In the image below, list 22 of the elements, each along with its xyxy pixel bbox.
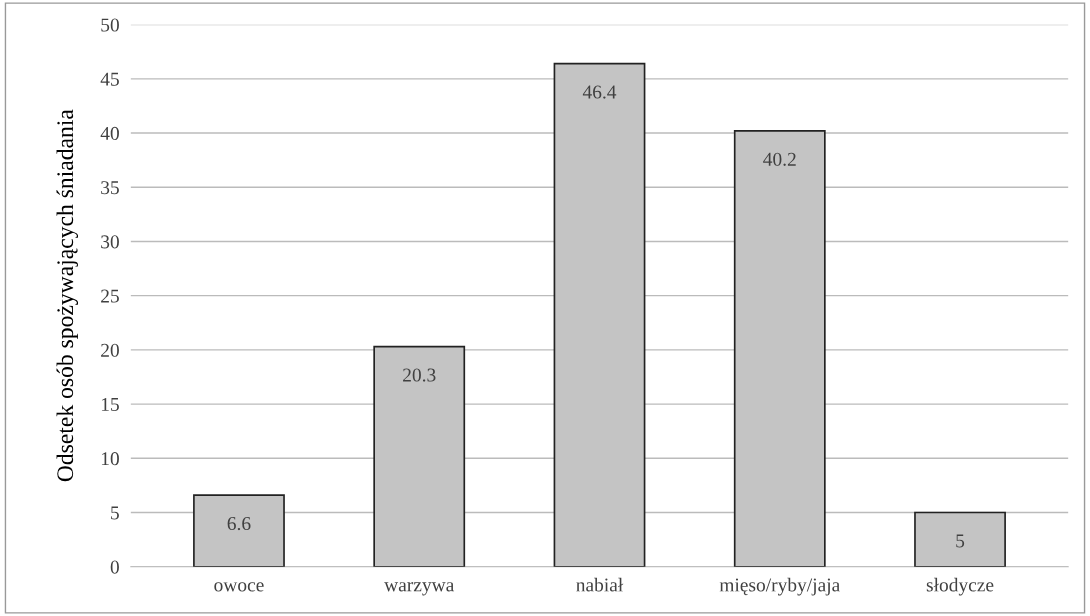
x-tick-label: nabiał bbox=[576, 577, 624, 592]
x-tick-label: słodycze bbox=[926, 577, 994, 596]
data-label: 20.3 bbox=[403, 368, 436, 382]
data-label: 40.2 bbox=[763, 152, 796, 166]
y-tick-label: 25 bbox=[101, 289, 119, 303]
y-tick-label: 45 bbox=[100, 72, 119, 86]
x-tick-label: warzywa bbox=[384, 582, 455, 596]
y-tick-label: 50 bbox=[101, 18, 119, 32]
x-tick-label: mięso/ryby/jaja bbox=[719, 577, 840, 596]
data-label: 5 bbox=[956, 534, 965, 548]
data-label: 46.4 bbox=[582, 85, 617, 99]
data-label: 6.6 bbox=[227, 517, 251, 531]
y-tick-label: 20 bbox=[101, 343, 119, 357]
y-tick-label: 0 bbox=[110, 560, 119, 574]
y-tick-label: 40 bbox=[100, 126, 119, 140]
y-tick-label: 15 bbox=[101, 398, 119, 412]
y-tick-label: 35 bbox=[101, 181, 119, 195]
y-tick-label: 30 bbox=[101, 235, 119, 249]
y-tick-label: 5 bbox=[111, 506, 119, 520]
y-tick-label: 10 bbox=[101, 452, 119, 466]
x-tick-label: owoce bbox=[214, 582, 264, 592]
y-axis-title: Odsetek osób spożywających śniadania bbox=[56, 109, 79, 482]
